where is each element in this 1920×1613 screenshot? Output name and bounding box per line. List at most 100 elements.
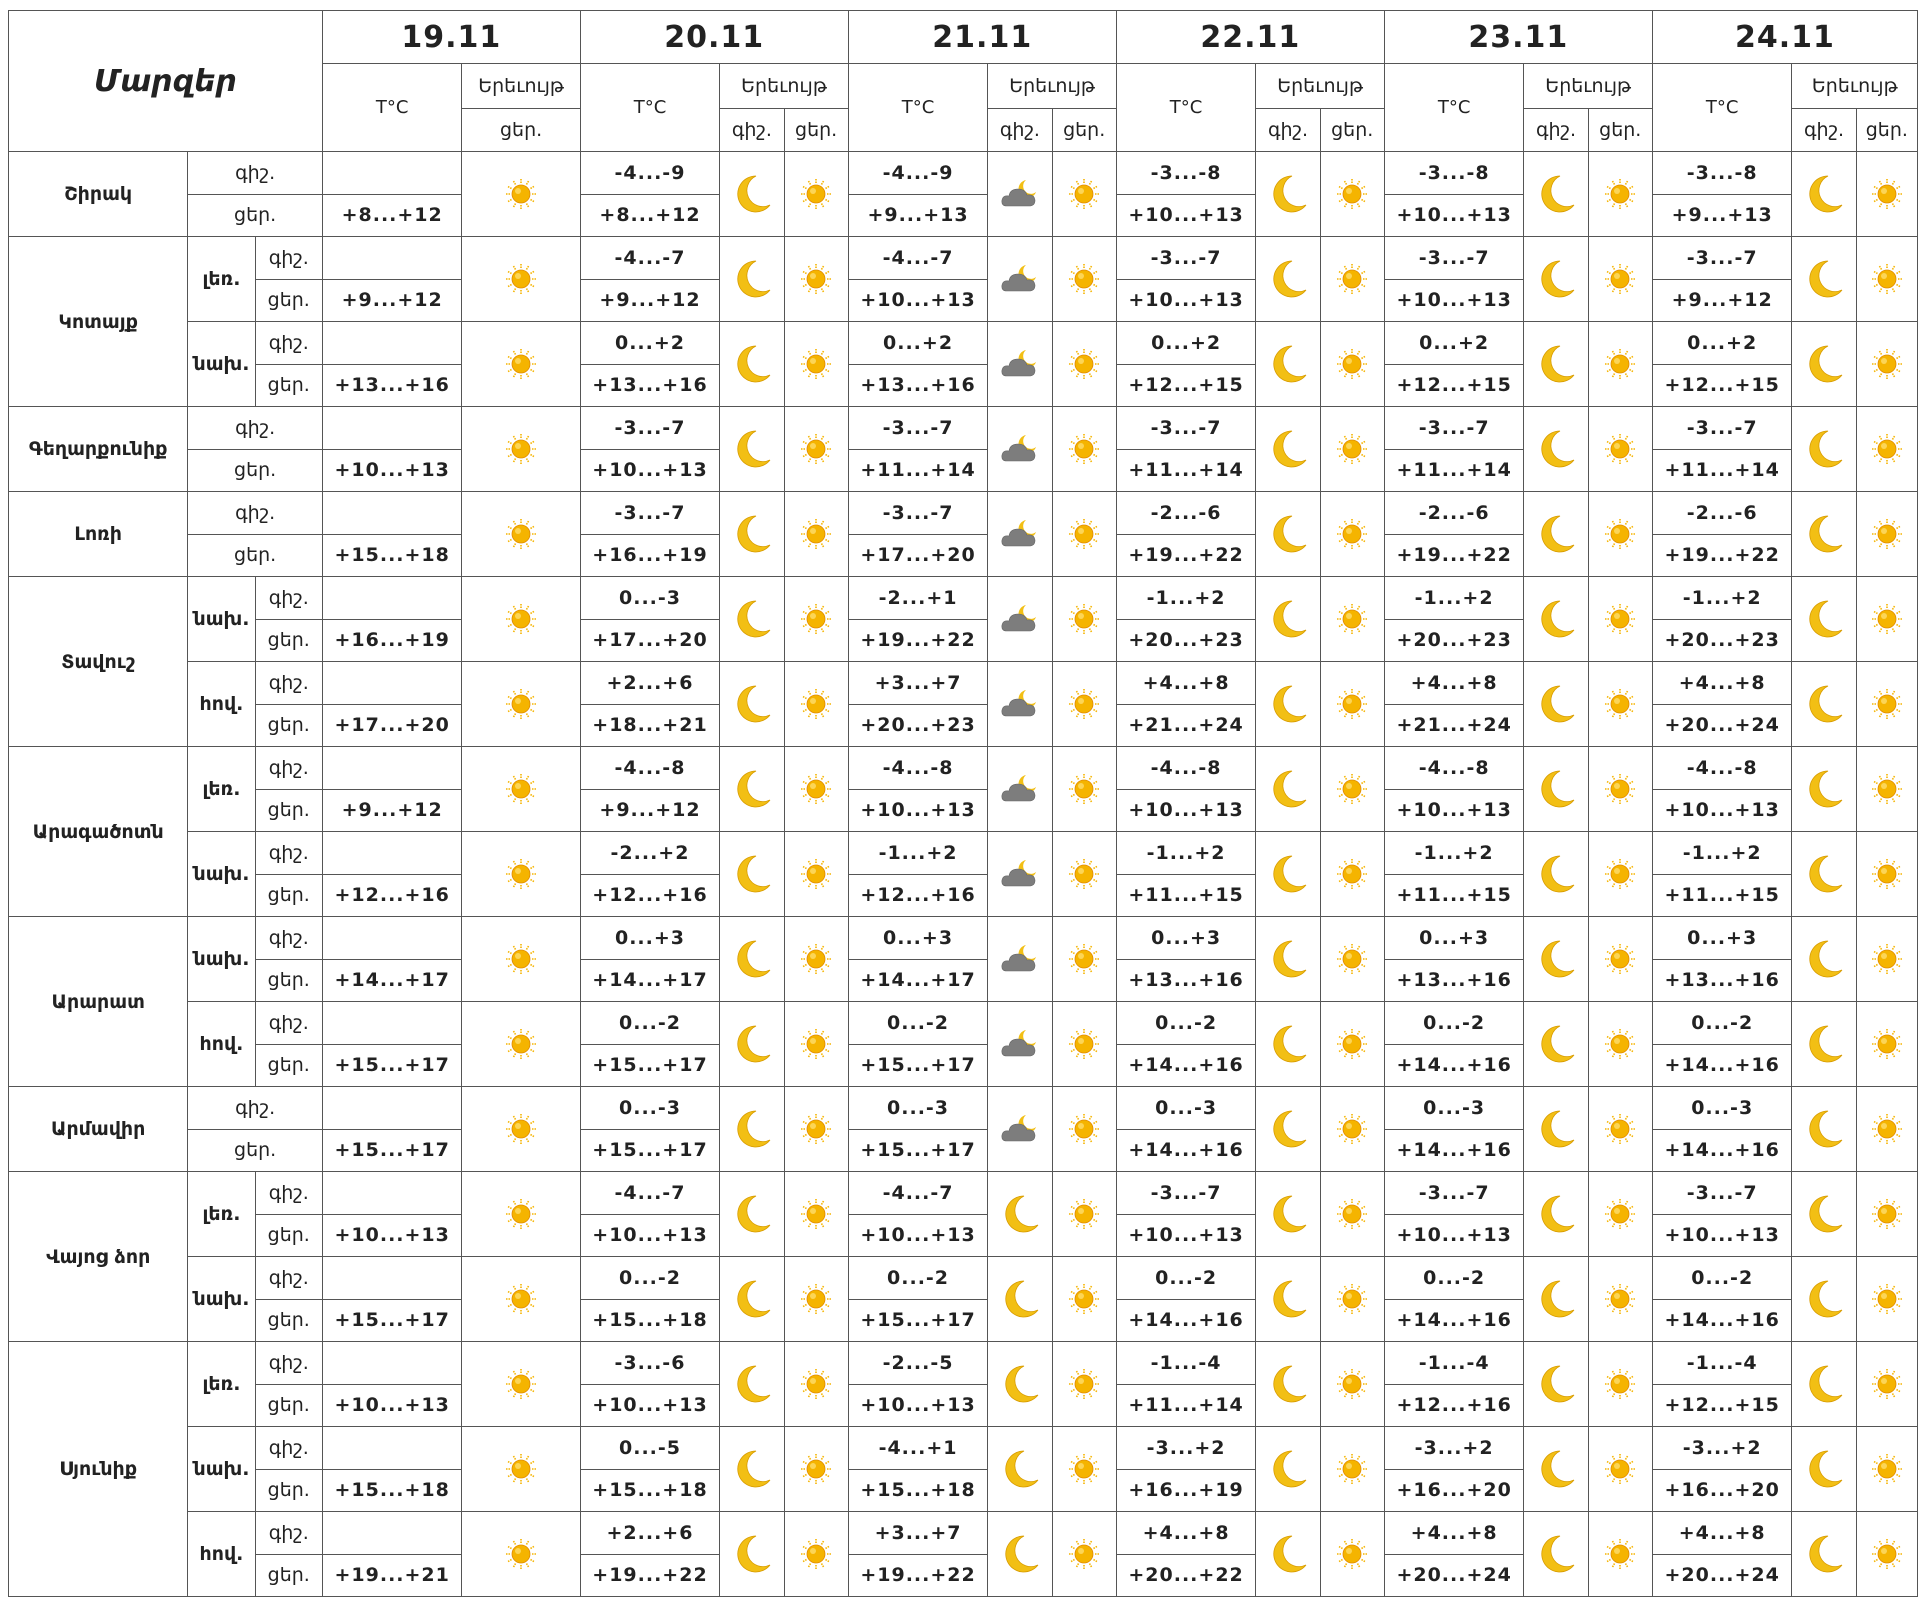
sun-icon-cell xyxy=(1051,236,1117,322)
day-row: ցեր. +9...+12 +9...+12 +10...+13 +10...+13 +1… xyxy=(9,278,1918,322)
moon-icon-cell xyxy=(987,1171,1053,1257)
day-temp: +14...+17 xyxy=(579,958,721,1002)
day-row: ցեր. +13...+16 +13...+16 +13...+16 +12...+15… xyxy=(9,363,1918,407)
date-21-11: 21.11 xyxy=(847,10,1117,64)
sun-icon xyxy=(1321,942,1383,976)
sun-icon xyxy=(463,1282,579,1316)
zone-name: նախ. xyxy=(187,831,256,917)
sun-icon-cell xyxy=(1855,321,1919,407)
night-row: Տավուշ նախ. գիշ. 0...-3 -2...+1 -1...+2 -1...+… xyxy=(7,576,1919,747)
moon-icon xyxy=(1257,258,1319,300)
night-temp: -2...-6 xyxy=(1651,491,1793,535)
night-label: գիշ. xyxy=(254,1426,323,1470)
night-temp: 0...+2 xyxy=(1115,321,1257,365)
night-temp: -4...-8 xyxy=(847,746,989,790)
moon-icon xyxy=(1257,1533,1319,1575)
sun-icon-cell xyxy=(1587,321,1653,407)
night-label: գիշ. xyxy=(254,236,323,280)
night-row: նախ. գիշ. 0...-5 -4...+1 -3...+2 -3...+2 -3...… xyxy=(9,1426,1919,1512)
night-temp: 0...-3 xyxy=(847,1086,989,1130)
sun-icon-cell xyxy=(1587,1001,1653,1087)
moon-icon-cell xyxy=(1791,1426,1857,1512)
day-label: ցեր. xyxy=(254,1468,323,1512)
sun-icon-cell xyxy=(1319,1171,1385,1257)
sun-icon xyxy=(1589,1537,1651,1571)
day-row: ցեր. +10...+13 +10...+13 +11...+14 +11...+14… xyxy=(9,448,1918,492)
sun-icon xyxy=(1589,517,1651,551)
moon-icon-cell xyxy=(1791,1086,1857,1172)
sun-icon-cell xyxy=(1587,746,1653,832)
day-temp: +14...+17 xyxy=(847,958,989,1002)
night-temp xyxy=(321,1001,463,1045)
temp-header: T°C xyxy=(847,63,989,152)
moon-icon-cell xyxy=(1791,661,1857,747)
sun-icon-cell xyxy=(461,831,581,917)
day-temp: +12...+15 xyxy=(1383,363,1525,407)
moon-icon-cell xyxy=(719,1256,785,1342)
moon-icon xyxy=(1257,1278,1319,1320)
night-temp xyxy=(321,831,463,875)
sun-icon xyxy=(1053,177,1115,211)
sun-icon xyxy=(1053,1027,1115,1061)
day-temp: +11...+14 xyxy=(1115,1383,1257,1427)
moon-icon-cell xyxy=(987,1511,1053,1597)
moon-icon-cell xyxy=(1255,321,1321,407)
day-temp: +15...+17 xyxy=(579,1128,721,1172)
sun-icon-cell xyxy=(461,661,581,747)
cloud-moon-icon-cell xyxy=(987,406,1053,492)
night-temp: 0...-2 xyxy=(1115,1001,1257,1045)
day-temp: +15...+18 xyxy=(847,1468,989,1512)
sun-icon-cell xyxy=(1319,916,1385,1002)
day-temp: +20...+24 xyxy=(1651,703,1793,747)
day-temp: +16...+20 xyxy=(1651,1468,1793,1512)
sun-icon xyxy=(1321,262,1383,296)
night-header: գիշ. xyxy=(1791,108,1857,152)
moon-icon-cell xyxy=(1523,1171,1589,1257)
sun-icon xyxy=(1589,177,1651,211)
night-temp: 0...-2 xyxy=(579,1256,721,1300)
sun-icon-cell xyxy=(1051,151,1117,237)
date-23-11: 23.11 xyxy=(1383,10,1653,64)
sun-icon-cell xyxy=(1319,236,1385,322)
sun-icon xyxy=(785,1537,847,1571)
moon-icon-cell xyxy=(1523,1001,1589,1087)
moon-icon xyxy=(1525,853,1587,895)
moon-icon xyxy=(1525,1363,1587,1405)
sun-icon xyxy=(463,687,579,721)
night-temp: 0...+3 xyxy=(1115,916,1257,960)
night-row: Արմավիր գիշ. 0...-3 0...-3 0...-3 0...-3 0...-… xyxy=(7,1086,1919,1172)
sun-icon-cell xyxy=(1319,576,1385,662)
night-temp: 0...-3 xyxy=(1651,1086,1793,1130)
moon-icon-cell xyxy=(1791,1511,1857,1597)
moon-icon-cell xyxy=(719,1171,785,1257)
day-temp: +19...+22 xyxy=(847,1553,989,1597)
subheader-row: T°C Երեւույթ T°C Երեւույթ T°C Երեւույթ T… xyxy=(9,63,1918,152)
sun-icon-cell xyxy=(783,236,849,322)
sun-icon-cell xyxy=(1855,406,1919,492)
sun-icon-cell xyxy=(1587,1511,1653,1597)
day-temp: +9...+13 xyxy=(1651,193,1793,237)
date-22-11: 22.11 xyxy=(1115,10,1385,64)
moon-icon-cell xyxy=(1791,1001,1857,1087)
sun-icon-cell xyxy=(1587,151,1653,237)
moon-icon xyxy=(1257,1108,1319,1150)
night-temp: -3...+2 xyxy=(1115,1426,1257,1470)
sun-icon-cell xyxy=(1051,1426,1117,1512)
sun-icon-cell xyxy=(461,321,581,407)
day-temp: +20...+23 xyxy=(1383,618,1525,662)
day-label: ցեր. xyxy=(254,873,323,917)
sun-icon xyxy=(785,602,847,636)
moon-icon-cell xyxy=(719,746,785,832)
moon-icon-cell xyxy=(1523,1341,1589,1427)
sun-icon-cell xyxy=(1855,746,1919,832)
sun-icon-cell xyxy=(1855,1511,1919,1597)
moon-icon xyxy=(1793,1108,1855,1150)
day-row: ցեր. +14...+17 +14...+17 +14...+17 +13...+16… xyxy=(9,958,1918,1002)
region-name: Տավուշ xyxy=(7,576,189,747)
sun-icon-cell xyxy=(461,916,581,1002)
day-temp: +21...+24 xyxy=(1115,703,1257,747)
night-temp: -1...+2 xyxy=(1383,831,1525,875)
night-temp: 0...-2 xyxy=(579,1001,721,1045)
day-header: ցեր. xyxy=(1855,108,1919,152)
night-row: Արարատ նախ. գիշ. 0...+3 0...+3 0...+3 0...+3 0.… xyxy=(7,916,1919,1087)
